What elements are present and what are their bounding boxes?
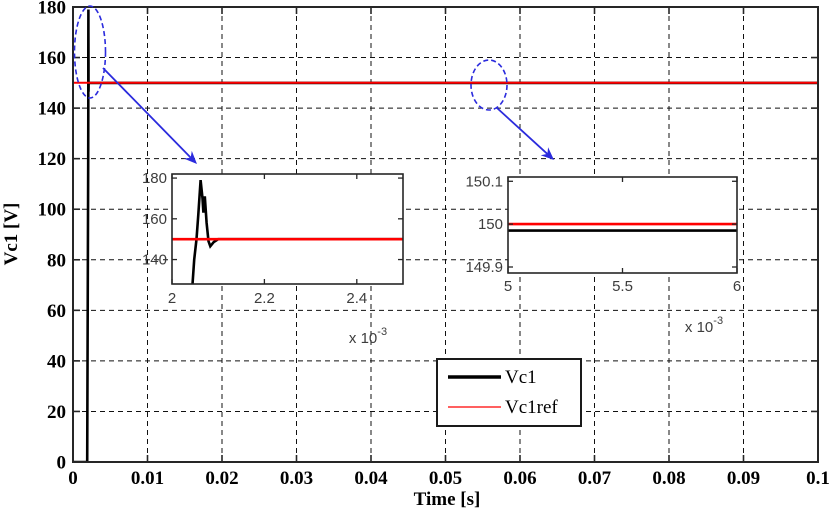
inset-y-tick-label: 180 [142,170,167,187]
legend-label-vc1ref: Vc1ref [505,397,558,418]
x-tick-label: 0 [68,468,78,489]
inset-tick-marks [507,177,738,273]
x-tick-label: 0.05 [429,468,462,489]
inset-axis-multiplier-exponent: -3 [377,326,387,338]
steady-callout-arrow-shaft [496,107,548,155]
x-axis-title: Time [s] [414,489,481,510]
inset-y-tick-label: 160 [142,211,167,228]
inset-x-tick-label: 2.4 [346,290,367,307]
y-tick-label: 0 [57,453,67,474]
inset-background [172,174,403,284]
inset-y-tick-label: 149.9 [465,259,503,276]
steady-callout-ellipse [470,59,508,111]
inset-y-tick-label: 140 [142,252,167,269]
legend-label-vc1: Vc1 [505,367,537,388]
x-tick-label: 0.06 [503,468,536,489]
x-tick-label: 0.01 [131,468,164,489]
inset-axis-multiplier-exponent: -3 [713,315,723,327]
inset-series-group [172,179,403,284]
inset-border [171,173,404,285]
y-tick-label: 120 [38,149,67,170]
x-tick-label: 0.08 [652,468,685,489]
inset-x-tick-label: 5 [504,278,512,295]
spike-callout-arrow-head [184,150,197,164]
axis-tick-marks [72,6,819,463]
y-tick-label: 40 [47,351,66,372]
y-tick-label: 140 [38,99,67,120]
steady-callout-arrow-head [540,147,554,160]
inset-x-tick-label: 2 [168,290,176,307]
y-tick-label: 20 [47,402,66,423]
y-axis-title: Vc1 [V] [1,203,22,266]
series-group [73,9,818,462]
y-tick-label: 60 [47,301,66,322]
y-tick-label: 180 [38,0,67,19]
inset-x-tick-label: 2.2 [254,290,275,307]
legend-box: Vc1 Vc1ref [436,358,582,427]
series-line-vc1 [73,9,818,462]
spike-callout-arrow-shaft [102,67,192,159]
series-line-vc1 [191,179,403,284]
x-tick-label: 0.07 [578,468,612,489]
spike-callout-ellipse [73,5,107,99]
inset-x-tick-label: 6 [733,278,741,295]
inset-y-tick-label: 150.1 [465,173,503,190]
y-tick-label: 80 [47,250,66,271]
x-tick-label: 0.03 [280,468,313,489]
x-tick-label: 0.02 [205,468,238,489]
inset-tick-marks [171,174,403,284]
legend-border [436,358,582,427]
x-tick-label: 0.04 [354,468,388,489]
x-tick-label: 0.09 [727,468,760,489]
inset-x-tick-label: 5.5 [612,278,633,295]
x-tick-label: 0.1 [806,468,830,489]
inset-y-tick-label: 150 [478,216,503,233]
y-tick-label: 100 [38,200,67,221]
y-tick-label: 160 [38,48,67,69]
